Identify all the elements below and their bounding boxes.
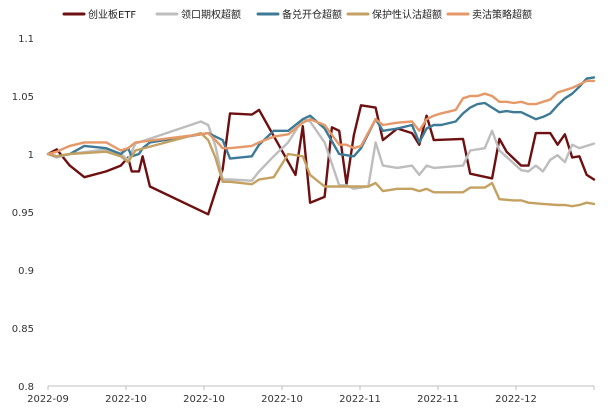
y-tick-label: 0.95	[12, 208, 34, 219]
y-tick-label: 0.9	[18, 266, 34, 277]
y-tick-label: 0.8	[18, 382, 34, 393]
x-tick-label: 2022-10	[105, 394, 147, 405]
series-line-4	[46, 131, 596, 208]
plot-area	[46, 76, 596, 216]
legend-label: 领口期权超额	[181, 8, 241, 21]
y-tick-label: 1	[28, 150, 34, 161]
legend: 创业板ETF 领口期权超额 备兑开仓超额 保护性认沽超额 卖沽策略超额	[62, 8, 532, 21]
x-axis: 2022-09 2022-10 2022-10 2022-10 2022-11 2022-…	[27, 385, 595, 405]
legend-label: 卖沽策略超额	[472, 8, 532, 21]
series-line-1	[46, 104, 596, 216]
x-tick-label: 2022-10	[261, 394, 303, 405]
legend-label: 保护性认沽超额	[372, 8, 442, 21]
x-tick-label: 2022-11	[417, 394, 459, 405]
x-tick-label: 2022-12	[495, 394, 537, 405]
y-axis: 0.8 0.85 0.9 0.95 1 1.05 1.1	[12, 34, 34, 393]
y-tick-label: 1.05	[12, 92, 34, 103]
series-line-5	[46, 79, 596, 156]
y-tick-label: 1.1	[18, 34, 34, 45]
x-tick-label: 2022-10	[183, 394, 225, 405]
x-tick-label: 2022-09	[27, 394, 69, 405]
y-tick-label: 0.85	[12, 324, 34, 335]
x-tick-label: 2022-11	[339, 394, 381, 405]
legend-label: 创业板ETF	[88, 8, 136, 21]
legend-label: 备兑开仓超额	[282, 8, 342, 21]
